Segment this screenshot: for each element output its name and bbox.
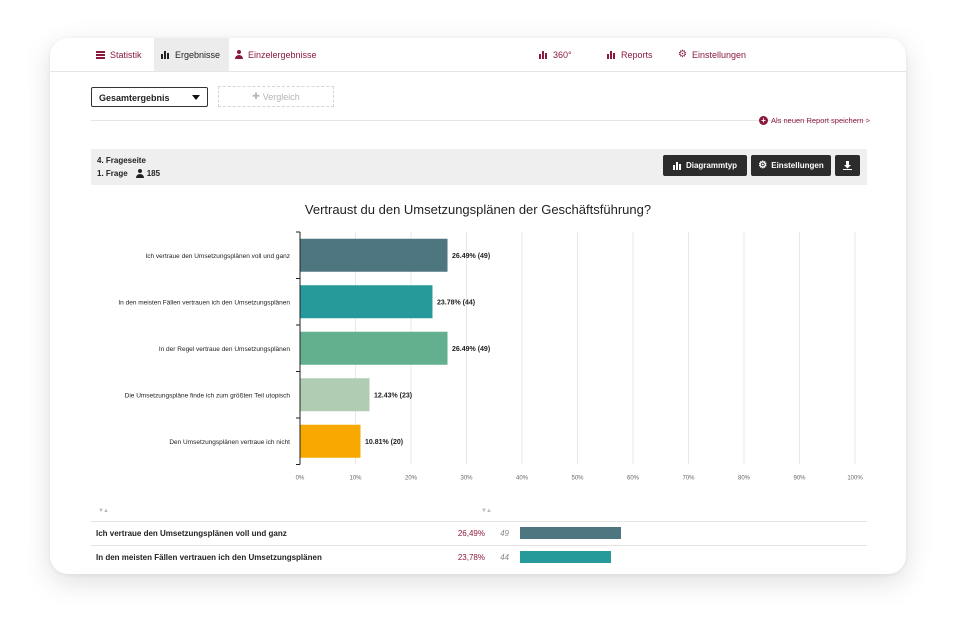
category-label: In den meisten Fällen vertrauen ich den … xyxy=(118,299,290,306)
question-label: 1. Frage xyxy=(97,169,128,178)
table-row: Ich vertraue den Umsetzungsplänen voll u… xyxy=(91,521,867,545)
x-tick-label: 40% xyxy=(516,476,529,482)
bar xyxy=(300,331,448,365)
compare-label: Vergleich xyxy=(262,91,300,102)
nav-einstellungen-label: Einstellungen xyxy=(691,49,747,60)
bar xyxy=(300,424,361,458)
gear-icon: ⚙ xyxy=(678,48,687,60)
results-bar-chart: 0% 10% 20% 30% 40% 50% 60% 70% 80% 90% 100% Ich ver… xyxy=(118,231,863,482)
save-report-label: Als neuen Report speichern > xyxy=(771,116,871,125)
question-subtitle: 1. Frage 185 xyxy=(97,169,160,178)
chart-title: Vertraust du den Umsetzungsplänen der Ge… xyxy=(304,202,652,217)
results-panel: Statistik Ergebnisse Einzelergebnisse 36… xyxy=(50,38,906,574)
top-navigation: Statistik Ergebnisse Einzelergebnisse 36… xyxy=(50,38,906,72)
list-icon xyxy=(96,50,105,59)
bar-chart-icon xyxy=(607,50,616,59)
data-label: 23.78% (44) xyxy=(437,299,475,306)
row-label: In den meisten Fällen vertrauen ich den … xyxy=(96,553,322,562)
tab-einzelergebnisse[interactable]: Einzelergebnisse xyxy=(235,38,317,71)
export-csv-icon[interactable]: CSV xyxy=(770,56,783,62)
x-tick-label: 20% xyxy=(405,476,418,482)
nav-reports[interactable]: Reports xyxy=(607,38,653,71)
download-button[interactable] xyxy=(835,155,860,176)
tab-ergebnisse[interactable]: Ergebnisse xyxy=(154,38,229,71)
compare-button[interactable]: ✚ Vergleich xyxy=(218,86,334,107)
chart-settings-button[interactable]: ⚙ Einstellungen xyxy=(751,155,831,176)
bar xyxy=(300,238,448,272)
bar xyxy=(300,285,433,319)
page-title: 4. Frageseite xyxy=(97,156,146,165)
x-tick-label: 70% xyxy=(682,476,695,482)
x-tick-label: 10% xyxy=(349,476,362,482)
data-label: 26.49% (49) xyxy=(452,253,490,260)
bar-chart-icon xyxy=(161,50,170,59)
row-bar xyxy=(520,551,611,563)
plus-circle-icon: + xyxy=(759,116,768,125)
gear-icon: ⚙ xyxy=(758,159,768,171)
data-label: 26.49% (49) xyxy=(452,346,490,353)
data-label: 12.43% (23) xyxy=(374,392,412,399)
export-xls-icon[interactable]: XLS xyxy=(798,56,809,62)
nav-360[interactable]: 360° xyxy=(539,38,572,71)
nav-einstellungen[interactable]: ⚙ Einstellungen xyxy=(678,38,746,71)
sort-icon[interactable]: ▼▲ xyxy=(98,508,109,514)
tab-ergebnisse-label: Ergebnisse xyxy=(175,49,221,60)
chart-settings-label: Einstellungen xyxy=(771,161,824,170)
x-tick-label: 50% xyxy=(571,476,584,482)
x-tick-label: 90% xyxy=(793,476,806,482)
sort-icon[interactable]: ▼▲ xyxy=(481,508,492,514)
row-count: 49 xyxy=(500,529,509,538)
nav-360-label: 360° xyxy=(553,49,572,60)
category-label: Die Umsetzungspläne finde ich zum größte… xyxy=(125,392,291,399)
export-pdf-icon[interactable]: PDF xyxy=(852,56,863,62)
respondent-count: 185 xyxy=(135,169,161,178)
bar xyxy=(300,378,370,412)
row-percent: 26,49% xyxy=(457,529,485,538)
x-tick-label: 0% xyxy=(296,476,305,482)
x-tick-label: 30% xyxy=(460,476,473,482)
bar-chart-icon xyxy=(539,50,548,59)
divider xyxy=(91,120,867,121)
respondent-count-value: 185 xyxy=(146,169,161,178)
data-label: 10.81% (20) xyxy=(365,439,403,446)
category-label: Den Umsetzungsplänen vertraue ich nicht xyxy=(169,439,290,446)
table-row: In den meisten Fällen vertrauen ich den … xyxy=(91,545,867,569)
bar-chart-icon xyxy=(672,161,682,170)
row-count: 44 xyxy=(500,553,509,562)
row-percent: 23,78% xyxy=(457,553,485,562)
result-select[interactable]: Gesamtergebnis xyxy=(91,87,208,107)
plus-icon: ✚ xyxy=(252,91,260,101)
question-header: 4. Frageseite 1. Frage 185 Diagrammtyp ⚙… xyxy=(91,149,867,185)
tab-statistik-label: Statistik xyxy=(110,49,142,60)
download-icon xyxy=(843,161,852,170)
tab-einzelergebnisse-label: Einzelergebnisse xyxy=(248,49,317,60)
category-label: In der Regel vertraue den Umsetzungsplän… xyxy=(159,346,291,353)
nav-reports-label: Reports xyxy=(621,49,653,60)
chart-type-label: Diagrammtyp xyxy=(685,161,738,170)
row-bar xyxy=(520,527,622,539)
x-tick-label: 80% xyxy=(738,476,751,482)
category-label: Ich vertraue den Umsetzungsplänen voll u… xyxy=(145,253,290,260)
user-icon xyxy=(135,169,144,178)
export-spss-icon[interactable]: SPSS xyxy=(823,56,838,62)
x-tick-label: 100% xyxy=(847,476,863,482)
user-icon xyxy=(235,50,243,59)
row-label: Ich vertraue den Umsetzungsplänen voll u… xyxy=(96,529,287,538)
chart-type-button[interactable]: Diagrammtyp xyxy=(663,155,747,176)
tab-statistik[interactable]: Statistik xyxy=(96,38,142,71)
save-report-link[interactable]: + Als neuen Report speichern > xyxy=(759,116,870,125)
x-tick-label: 60% xyxy=(627,476,640,482)
